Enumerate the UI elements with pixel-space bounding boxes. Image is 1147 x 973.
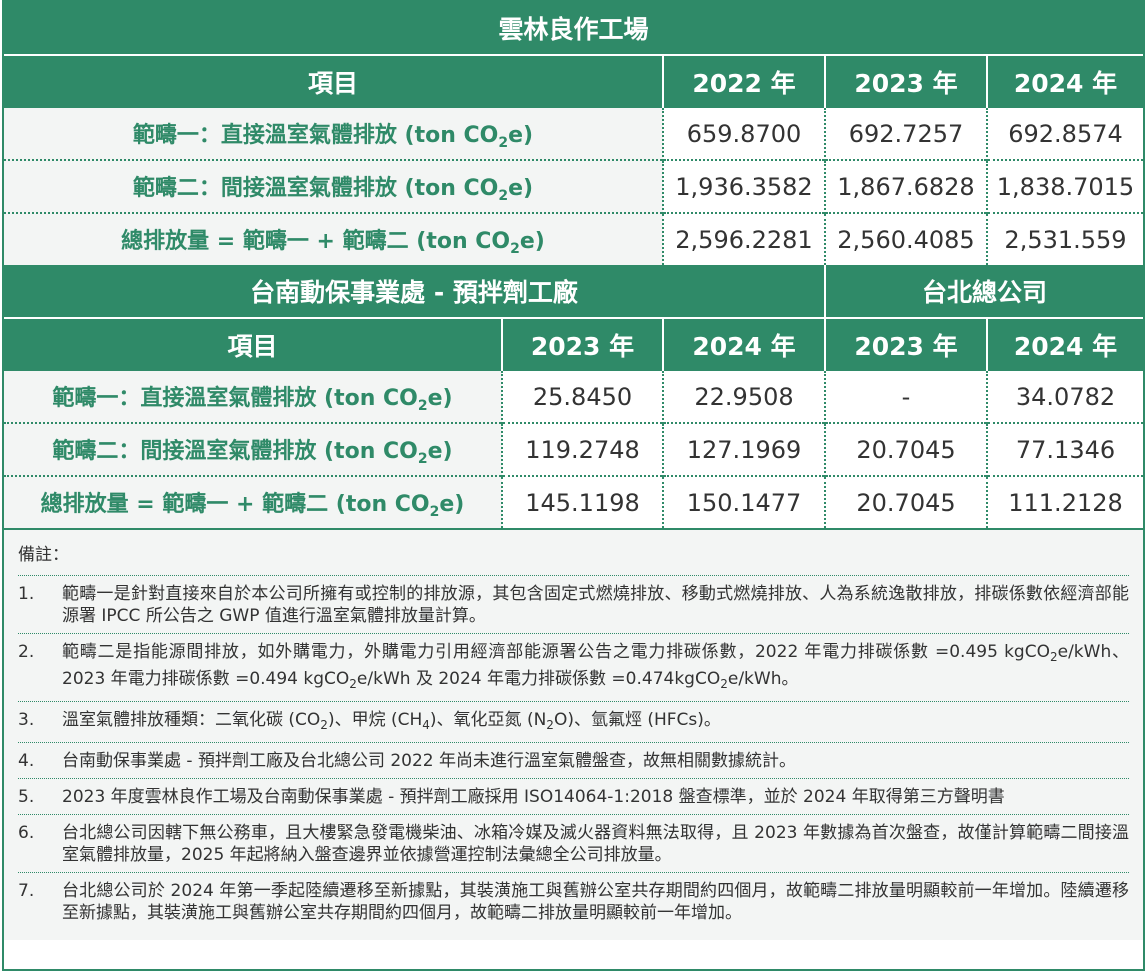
- list-item: 5. 2023 年度雲林良作工場及台南動保事業處 - 預拌劑工廠採用 ISO14…: [18, 778, 1129, 814]
- note-text: 台北總公司於 2024 年第一季起陸續遷移至新據點，其裝潢施工與舊辦公室共存期間…: [62, 881, 1129, 923]
- yunlin-table: 雲林良作工場 項目 2022 年 2023 年 2024 年 範疇一：直接溫室氣…: [4, 2, 1143, 265]
- yunlin-header-2024: 2024 年: [986, 54, 1143, 108]
- list-item: 2. 範疇二是指能源間排放，如外購電力，外購電力引用經濟部能源署公告之電力排碳係…: [18, 633, 1129, 701]
- table-row: 範疇一：直接溫室氣體排放 (ton CO2e) 659.8700 692.725…: [4, 108, 1143, 160]
- cell-value: 1,838.7015: [986, 159, 1143, 213]
- cell-value: 20.7045: [824, 475, 988, 528]
- table-row: 總排放量 = 範疇一 + 範疇二 (ton CO2e) 2,596.2281 2…: [4, 212, 1143, 265]
- note-number: 2.: [18, 642, 35, 662]
- note-number: 3.: [18, 710, 35, 730]
- note-text: 範疇二是指能源間排放，如外購電力，外購電力引用經濟部能源署公告之電力排碳係數，2…: [62, 642, 1129, 691]
- note-text: 範疇一是針對直接來自於本公司所擁有或控制的排放源，其包含固定式燃燒排放、移動式燃…: [62, 584, 1129, 626]
- cell-value: 34.0782: [986, 371, 1143, 423]
- table-row: 範疇一：直接溫室氣體排放 (ton CO2e) 25.8450 22.9508 …: [4, 371, 1143, 423]
- tainan-title: 台南動保事業處 - 預拌劑工廠: [4, 265, 826, 318]
- cell-value: 22.9508: [661, 371, 826, 423]
- note-number: 4.: [18, 751, 35, 771]
- note-number: 6.: [18, 823, 35, 843]
- note-text: 台北總公司因轄下無公務車，且大樓緊急發電機柴油、冰箱冷媒及滅火器資料無法取得，且…: [62, 823, 1129, 865]
- tt-header-tainan-2024: 2024 年: [661, 317, 826, 371]
- note-number: 7.: [18, 881, 35, 901]
- notes-title: 備註：: [18, 545, 69, 565]
- tainan-taipei-table: 台南動保事業處 - 預拌劑工廠 台北總公司 項目 2023 年 2024 年 2…: [4, 265, 1143, 528]
- list-item: 4. 台南動保事業處 - 預拌劑工廠及台北總公司 2022 年尚未進行溫室氣體盤…: [18, 742, 1129, 778]
- cell-value: 145.1198: [501, 475, 663, 528]
- table-row: 總排放量 = 範疇一 + 範疇二 (ton CO2e) 145.1198 150…: [4, 475, 1143, 528]
- tt-header-item: 項目: [4, 317, 502, 371]
- row-label-scope2: 範疇二：間接溫室氣體排放 (ton CO2e): [4, 422, 502, 476]
- note-text: 溫室氣體排放種類：二氧化碳 (CO2)、甲烷 (CH4)、氧化亞氮 (N2O)、…: [62, 710, 721, 732]
- row-label-scope1: 範疇一：直接溫室氣體排放 (ton CO2e): [4, 371, 502, 423]
- list-item: 7. 台北總公司於 2024 年第一季起陸續遷移至新據點，其裝潢施工與舊辦公室共…: [18, 872, 1129, 930]
- note-text: 台南動保事業處 - 預拌劑工廠及台北總公司 2022 年尚未進行溫室氣體盤查，故…: [62, 751, 797, 771]
- cell-value: 692.8574: [986, 108, 1143, 160]
- row-label-scope2: 範疇二：間接溫室氣體排放 (ton CO2e): [4, 159, 663, 213]
- tt-header-taipei-2023: 2023 年: [824, 317, 988, 371]
- yunlin-header-2023: 2023 年: [824, 54, 987, 108]
- cell-value: 1,867.6828: [824, 159, 987, 213]
- cell-value: 111.2128: [986, 475, 1143, 528]
- cell-value: 2,596.2281: [662, 212, 825, 265]
- notes-section: 備註： 1. 範疇一是針對直接來自於本公司所擁有或控制的排放源，其包含固定式燃燒…: [4, 528, 1143, 940]
- cell-value: 119.2748: [501, 422, 663, 476]
- note-number: 5.: [18, 787, 35, 807]
- cell-value: 127.1969: [661, 422, 826, 476]
- cell-value: 692.7257: [824, 108, 987, 160]
- list-item: 3. 溫室氣體排放種類：二氧化碳 (CO2)、甲烷 (CH4)、氧化亞氮 (N2…: [18, 701, 1129, 742]
- list-item: 1. 範疇一是針對直接來自於本公司所擁有或控制的排放源，其包含固定式燃燒排放、移…: [18, 575, 1129, 633]
- cell-value: 77.1346: [986, 422, 1143, 476]
- row-label-total: 總排放量 = 範疇一 + 範疇二 (ton CO2e): [4, 475, 502, 528]
- cell-value: 659.8700: [662, 108, 825, 160]
- note-text: 2023 年度雲林良作工場及台南動保事業處 - 預拌劑工廠採用 ISO14064…: [62, 787, 1005, 807]
- yunlin-title: 雲林良作工場: [4, 2, 1143, 55]
- cell-value: 150.1477: [661, 475, 826, 528]
- row-label-scope1: 範疇一：直接溫室氣體排放 (ton CO2e): [4, 108, 663, 160]
- tt-header-taipei-2024: 2024 年: [986, 317, 1143, 371]
- list-item: 6. 台北總公司因轄下無公務車，且大樓緊急發電機柴油、冰箱冷媒及滅火器資料無法取…: [18, 814, 1129, 872]
- cell-value: -: [824, 371, 988, 423]
- row-label-total: 總排放量 = 範疇一 + 範疇二 (ton CO2e): [4, 212, 663, 265]
- yunlin-header-2022: 2022 年: [662, 54, 825, 108]
- tt-header-tainan-2023: 2023 年: [501, 317, 663, 371]
- taipei-title: 台北總公司: [824, 265, 1143, 318]
- table-row: 範疇二：間接溫室氣體排放 (ton CO2e) 1,936.3582 1,867…: [4, 159, 1143, 213]
- cell-value: 2,531.559: [986, 212, 1143, 265]
- cell-value: 1,936.3582: [662, 159, 825, 213]
- table-row: 範疇二：間接溫室氣體排放 (ton CO2e) 119.2748 127.196…: [4, 422, 1143, 476]
- note-number: 1.: [18, 584, 35, 604]
- cell-value: 25.8450: [501, 371, 663, 423]
- cell-value: 2,560.4085: [824, 212, 987, 265]
- cell-value: 20.7045: [824, 422, 988, 476]
- yunlin-header-item: 項目: [4, 54, 663, 108]
